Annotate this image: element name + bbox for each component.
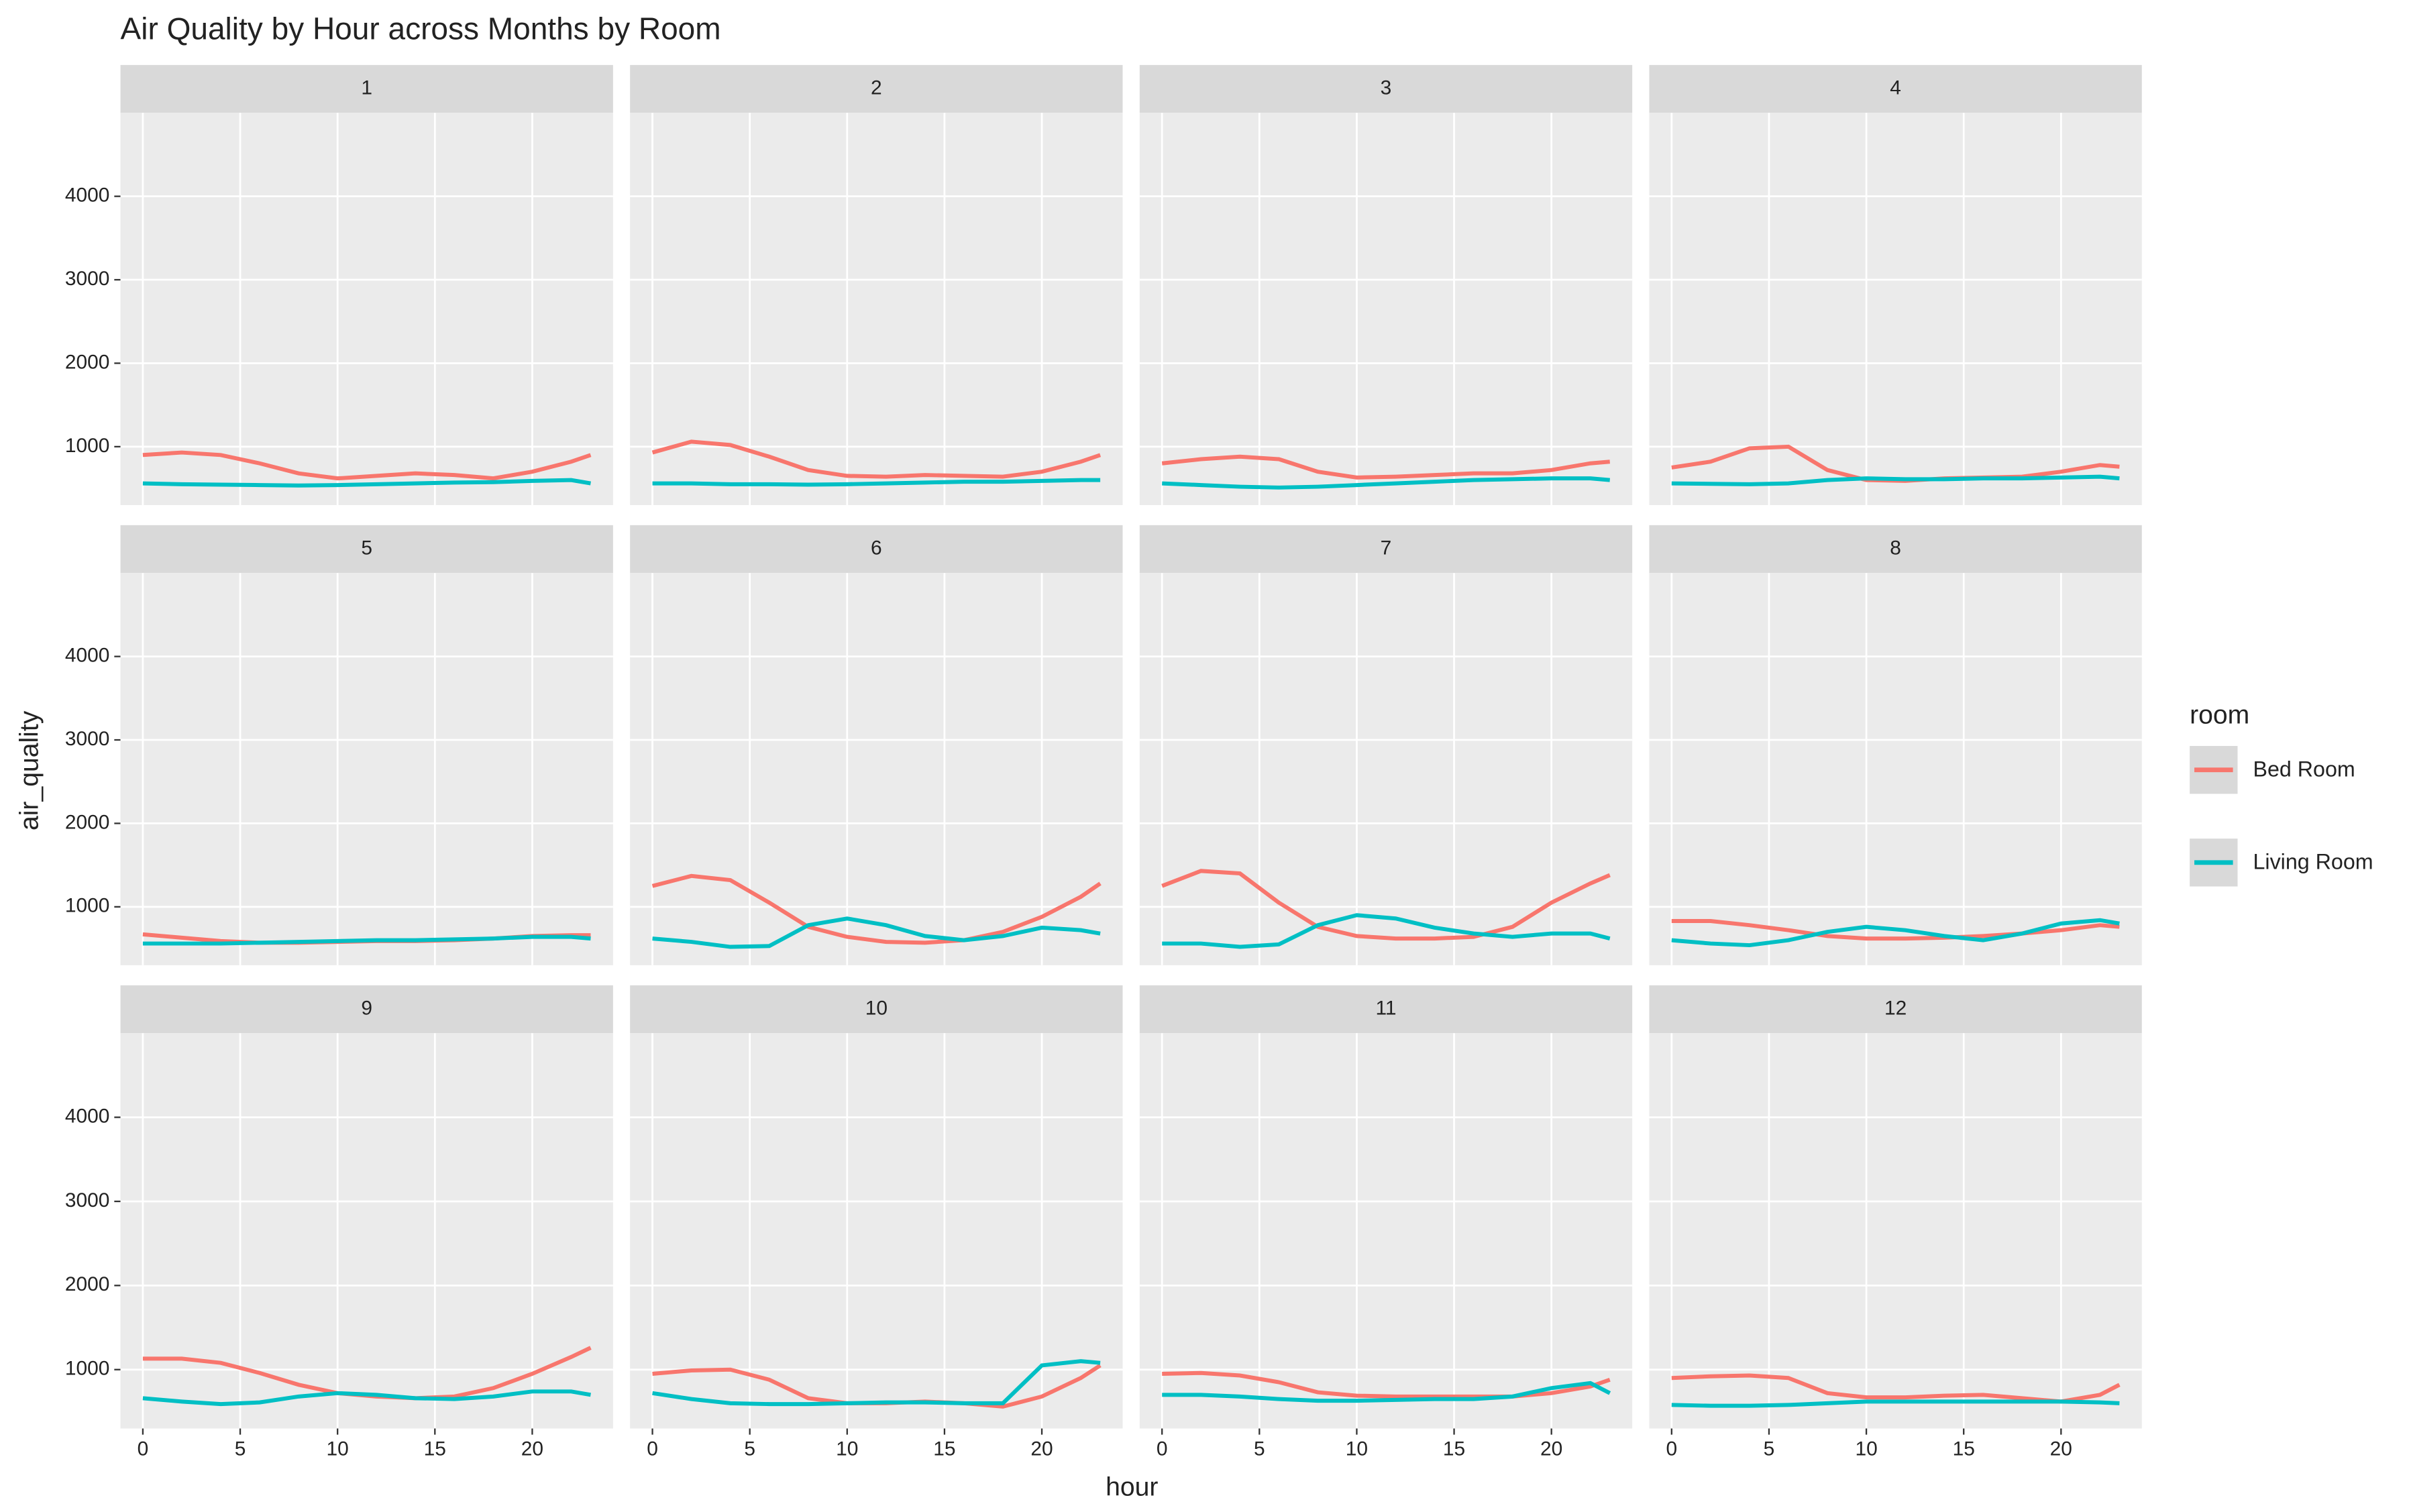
smooth-line	[1162, 913, 1611, 949]
x-tick-label: 5	[235, 1438, 246, 1460]
strip-label: 12	[1884, 997, 1907, 1019]
panel	[1649, 573, 2142, 965]
x-tick-label: 15	[1443, 1438, 1465, 1460]
y-tick-label: 3000	[65, 728, 110, 750]
strip-label: 2	[871, 76, 882, 99]
strip	[630, 985, 1123, 1034]
y-tick-label: 4000	[65, 645, 110, 667]
strip	[120, 64, 613, 113]
smooth-line	[1162, 1370, 1611, 1399]
strip-label: 10	[865, 997, 888, 1019]
x-tick-label: 15	[1953, 1438, 1975, 1460]
x-tick-label: 0	[647, 1438, 658, 1460]
x-tick-label: 20	[2050, 1438, 2072, 1460]
x-tick-label: 0	[1157, 1438, 1168, 1460]
panel	[1139, 573, 1633, 965]
y-tick-label: 3000	[65, 1189, 110, 1211]
strip-label: 3	[1381, 76, 1392, 99]
smooth-line	[652, 478, 1101, 487]
panel	[630, 1033, 1123, 1429]
strip	[1649, 64, 2142, 113]
strip-label: 1	[361, 76, 372, 99]
x-tick-label: 15	[424, 1438, 446, 1460]
x-tick-label: 5	[1764, 1438, 1775, 1460]
smooth-line	[651, 439, 1102, 479]
chart-title: Air Quality by Hour across Months by Roo…	[121, 11, 721, 46]
panel	[120, 113, 613, 505]
strip	[1649, 985, 2142, 1034]
smooth-line	[1161, 869, 1611, 941]
smooth-line	[142, 478, 591, 488]
legend-title: room	[2190, 701, 2249, 730]
strip	[120, 985, 613, 1034]
strip-label: 9	[361, 997, 372, 1019]
smooth-line	[1671, 918, 2120, 948]
x-tick-label: 10	[836, 1438, 858, 1460]
y-axis-label: air_quality	[15, 710, 44, 830]
strip	[630, 64, 1123, 113]
strip-label: 5	[361, 537, 372, 559]
x-tick-label: 20	[1540, 1438, 1562, 1460]
x-tick-label: 10	[327, 1438, 349, 1460]
strip-label: 11	[1375, 997, 1396, 1019]
smooth-line	[1161, 454, 1611, 480]
strip-label: 4	[1890, 76, 1901, 99]
legend-label: Living Room	[2253, 849, 2373, 873]
panel	[120, 573, 613, 965]
smooth-line	[142, 1389, 591, 1407]
smooth-line	[1671, 918, 2120, 941]
smooth-line	[1671, 1399, 2120, 1408]
smooth-line	[1671, 474, 2120, 486]
smooth-line	[652, 1359, 1101, 1407]
smooth-line	[142, 450, 592, 481]
y-tick-label: 1000	[65, 895, 110, 917]
panel	[630, 573, 1123, 965]
x-tick-label: 5	[1254, 1438, 1265, 1460]
y-tick-label: 2000	[65, 1273, 110, 1295]
y-tick-label: 1000	[65, 1358, 110, 1380]
legend-label: Bed Room	[2253, 757, 2355, 781]
strip	[1139, 64, 1633, 113]
smooth-line	[651, 873, 1102, 945]
x-tick-label: 10	[1346, 1438, 1368, 1460]
smooth-line	[1162, 1381, 1611, 1403]
strip	[630, 525, 1123, 574]
strip	[120, 525, 613, 574]
strip	[1139, 985, 1633, 1034]
x-tick-label: 0	[138, 1438, 149, 1460]
strip-label: 6	[871, 537, 882, 559]
x-tick-label: 20	[1030, 1438, 1053, 1460]
y-tick-label: 3000	[65, 268, 110, 290]
smooth-line	[652, 916, 1101, 949]
strip-label: 7	[1381, 537, 1392, 559]
x-tick-label: 15	[933, 1438, 955, 1460]
panel	[630, 113, 1123, 505]
panel	[1649, 1033, 2142, 1429]
y-tick-label: 4000	[65, 1105, 110, 1127]
panel	[1139, 113, 1633, 505]
x-tick-label: 20	[521, 1438, 543, 1460]
x-tick-label: 10	[1855, 1438, 1877, 1460]
y-tick-label: 2000	[65, 811, 110, 833]
panel	[1139, 1033, 1633, 1429]
x-tick-label: 5	[744, 1438, 755, 1460]
smooth-line	[142, 934, 591, 946]
strip	[1649, 525, 2142, 574]
smooth-line	[1162, 476, 1611, 490]
x-axis-label: hour	[1106, 1473, 1158, 1502]
strip	[1139, 525, 1633, 574]
y-tick-label: 2000	[65, 351, 110, 373]
panel	[1649, 113, 2142, 505]
y-tick-label: 4000	[65, 184, 110, 207]
x-tick-label: 0	[1666, 1438, 1678, 1460]
strip-label: 8	[1890, 537, 1901, 559]
y-tick-label: 1000	[65, 435, 110, 457]
